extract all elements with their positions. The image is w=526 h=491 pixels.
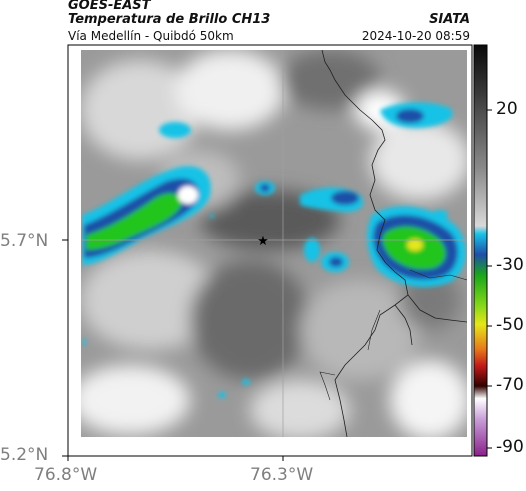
colorbar-label-minus30: -30 bbox=[496, 255, 524, 275]
department-boundary bbox=[321, 50, 409, 437]
x-tick-76.8: 76.8°W bbox=[34, 465, 98, 485]
y-tick-5.7: 5.7°N bbox=[0, 231, 49, 251]
agency-label: SIATA bbox=[429, 12, 470, 27]
satellite-image bbox=[81, 50, 467, 437]
star-marker: ★ bbox=[257, 234, 269, 249]
colorbar bbox=[473, 44, 488, 457]
x-tick-76.3: 76.3°W bbox=[250, 465, 314, 485]
colorbar-label-minus70: -70 bbox=[496, 375, 524, 395]
colorbar-label-20: 20 bbox=[496, 99, 518, 119]
product-title: Temperatura de Brillo CH13 bbox=[68, 12, 271, 27]
colorbar-label-minus90: -90 bbox=[496, 437, 524, 457]
datetime-label: 2024-10-20 08:59 bbox=[361, 29, 470, 43]
route-subtitle: Vía Medellín - Quibdó 50km bbox=[68, 29, 234, 43]
colorbar-label-minus50: -50 bbox=[496, 315, 524, 335]
satellite-label: GOES-EAST bbox=[68, 0, 151, 13]
y-tick-5.2: 5.2°N bbox=[0, 445, 49, 465]
